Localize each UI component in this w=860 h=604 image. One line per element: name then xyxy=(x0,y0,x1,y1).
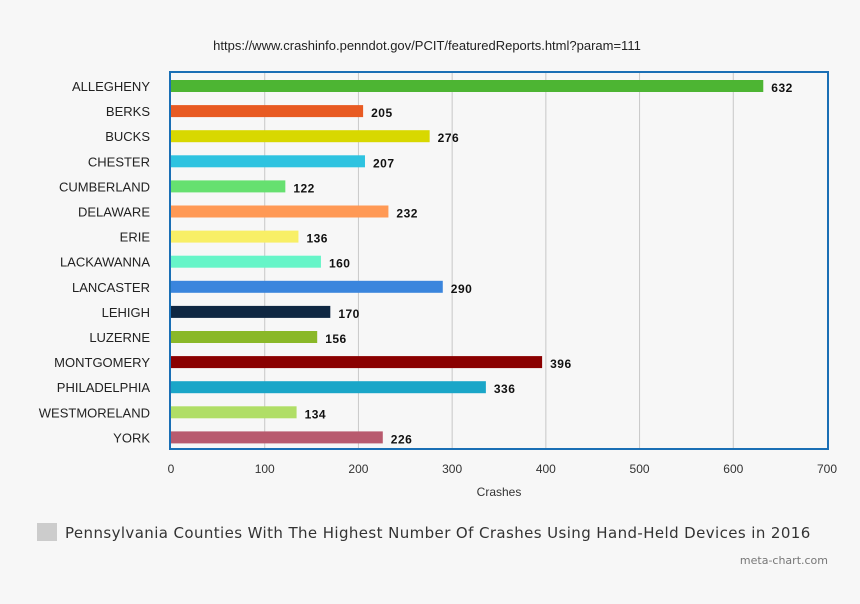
category-label: MONTGOMERY xyxy=(54,355,150,370)
brand-watermark: meta-chart.com xyxy=(740,554,828,567)
legend: Pennsylvania Counties With The Highest N… xyxy=(37,523,811,542)
bar xyxy=(171,356,543,369)
category-label: LACKAWANNA xyxy=(60,255,150,270)
legend-label: Pennsylvania Counties With The Highest N… xyxy=(65,524,811,542)
bar xyxy=(171,305,331,318)
category-label: CHESTER xyxy=(88,154,150,169)
bar xyxy=(171,155,365,168)
bar xyxy=(171,80,764,92)
bar xyxy=(171,205,389,218)
bar xyxy=(171,255,321,268)
category-label: ERIE xyxy=(120,230,151,245)
source-url: https://www.crashinfo.penndot.gov/PCIT/f… xyxy=(213,38,641,53)
category-labels: ALLEGHENY BERKS BUCKS CHESTER CUMBERLAND DELA… xyxy=(39,79,151,445)
plot-area-border xyxy=(169,71,829,450)
category-label: PHILADELPHIA xyxy=(57,380,151,395)
category-label: LANCASTER xyxy=(72,280,150,295)
bar xyxy=(171,280,443,293)
category-label: LUZERNE xyxy=(89,330,150,345)
data-label: 207 xyxy=(373,156,395,170)
bar xyxy=(171,230,299,243)
data-label: 160 xyxy=(329,257,351,271)
data-label: 122 xyxy=(293,181,315,195)
bars xyxy=(171,80,764,444)
data-label: 232 xyxy=(396,207,418,221)
category-label: ALLEGHENY xyxy=(72,79,150,94)
x-tick-label: 300 xyxy=(442,462,462,476)
bar xyxy=(171,130,430,143)
x-tick-label: 0 xyxy=(168,462,175,476)
data-label: 276 xyxy=(438,131,460,145)
data-label: 396 xyxy=(550,357,572,371)
x-axis-label: Crashes xyxy=(477,485,522,499)
x-axis-ticks: 0 100 200 300 400 500 600 700 xyxy=(168,462,838,476)
data-label: 336 xyxy=(494,382,516,396)
bar xyxy=(171,180,286,193)
data-label: 632 xyxy=(771,81,793,95)
data-label: 170 xyxy=(338,307,360,321)
data-label: 136 xyxy=(306,232,328,246)
bar xyxy=(171,381,486,394)
x-tick-label: 600 xyxy=(723,462,743,476)
category-label: LEHIGH xyxy=(102,305,150,320)
legend-swatch xyxy=(37,523,57,541)
bar xyxy=(171,105,364,118)
data-label: 290 xyxy=(451,282,473,296)
x-tick-label: 500 xyxy=(630,462,650,476)
x-tick-label: 400 xyxy=(536,462,556,476)
data-label: 226 xyxy=(391,432,413,446)
category-label: BERKS xyxy=(106,104,150,119)
data-label: 205 xyxy=(371,106,393,120)
bar xyxy=(171,406,297,419)
bar xyxy=(171,431,383,444)
x-tick-label: 700 xyxy=(817,462,837,476)
bar xyxy=(171,331,318,343)
x-tick-label: 200 xyxy=(348,462,368,476)
category-label: YORK xyxy=(113,430,150,445)
category-label: BUCKS xyxy=(105,129,150,144)
category-label: CUMBERLAND xyxy=(59,179,150,194)
category-label: WESTMORELAND xyxy=(39,405,150,420)
x-tick-label: 100 xyxy=(255,462,275,476)
category-label: DELAWARE xyxy=(78,205,150,220)
data-label: 156 xyxy=(325,332,347,346)
data-label: 134 xyxy=(305,407,327,421)
